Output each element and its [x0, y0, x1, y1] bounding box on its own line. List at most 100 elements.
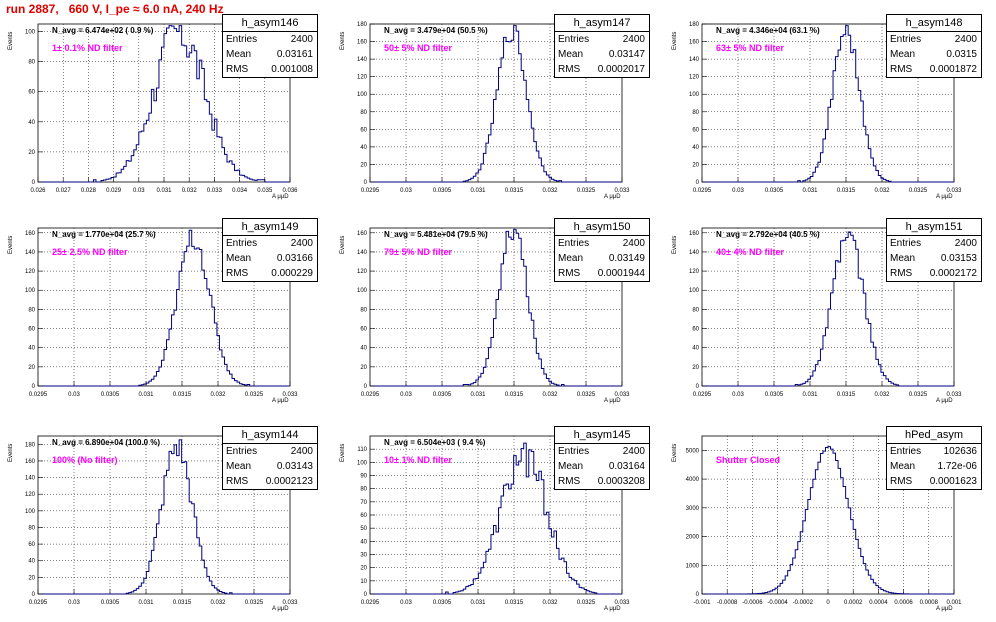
y-tick-label: 70: [360, 500, 367, 506]
x-tick-label: 0.031: [470, 600, 486, 606]
y-tick-label: 160: [357, 40, 368, 46]
x-tick-label: 0.032: [182, 188, 198, 194]
y-tick-label: 20: [692, 365, 699, 371]
y-axis-label: Events: [340, 31, 346, 50]
y-tick-label: 60: [692, 127, 699, 133]
stats-key: Entries: [558, 34, 590, 45]
y-tick-label: 120: [689, 75, 700, 81]
y-tick-label: 60: [360, 127, 367, 133]
y-axis-label: Events: [340, 443, 346, 462]
x-tick-label: 0.03: [68, 392, 80, 398]
y-tick-label: 180: [689, 22, 700, 28]
y-tick-label: 80: [360, 110, 367, 116]
stats-value: 0.0003208: [597, 476, 645, 487]
histogram-name: h_asym145: [555, 427, 649, 444]
stats-key: Entries: [890, 34, 922, 45]
y-tick-label: 100: [357, 288, 368, 294]
y-tick-label: 40: [28, 346, 35, 352]
y-tick-label: 20: [28, 365, 35, 371]
stats-key: RMS: [890, 476, 913, 487]
y-tick-label: 120: [25, 269, 36, 275]
stats-row-rms: RMS 0.0001944: [555, 266, 649, 281]
x-tick-label: 0.0315: [173, 392, 192, 398]
stats-key: RMS: [558, 476, 581, 487]
stats-box: h_asym145 Entries 2400 Mean 0.03164 RMS 0.0003…: [554, 426, 650, 490]
x-tick-label: 0: [826, 600, 830, 606]
stats-value: 0.0002123: [265, 476, 313, 487]
stats-row-entries: Entries 2400: [555, 236, 649, 251]
stats-row-mean: Mean 0.03161: [223, 47, 317, 62]
y-tick-label: 20: [360, 162, 367, 168]
x-axis-label: A μμD: [936, 606, 953, 612]
stats-value: 0.03166: [276, 253, 313, 264]
y-tick-label: 60: [28, 542, 35, 548]
x-axis-label: A μμD: [604, 398, 621, 404]
x-tick-label: 0.0315: [837, 188, 856, 194]
histogram-line: [370, 229, 622, 387]
x-tick-label: -0.001: [693, 600, 711, 606]
y-tick-label: 1000: [686, 563, 700, 569]
stats-row-rms: RMS 0.001008: [223, 62, 317, 77]
y-tick-label: 160: [25, 231, 36, 237]
y-tick-label: 40: [360, 145, 367, 151]
x-axis-label: A μμD: [604, 606, 621, 612]
stats-value: 2400: [954, 34, 977, 45]
y-axis-label: Events: [8, 31, 14, 50]
x-tick-label: 0.0325: [577, 392, 596, 398]
navg-label: N_avg = 2.792e+04 (40.5 %): [716, 230, 820, 239]
stats-row-entries: Entries 2400: [223, 32, 317, 47]
y-tick-label: 2000: [686, 535, 700, 541]
stats-key: Mean: [890, 253, 916, 264]
histogram-line: [38, 25, 290, 183]
plot-frame: [369, 23, 623, 183]
histogram-name: h_asym151: [887, 219, 981, 236]
stats-value: 2400: [622, 238, 645, 249]
filter-label: 79± 5% ND filter: [384, 247, 452, 257]
x-tick-label: 0.029: [106, 188, 122, 194]
stats-row-mean: Mean 1.72e-06: [887, 459, 981, 474]
y-tick-label: 100: [689, 288, 700, 294]
y-tick-label: 50: [360, 526, 367, 532]
histogram-panel-h-asym150: 0.0295 0.03 0.0305 0.031 0.0315 0.032 0.0325 0.…: [332, 216, 664, 412]
y-tick-label: 20: [28, 150, 35, 156]
y-tick-label: 20: [360, 566, 367, 572]
y-tick-label: 140: [689, 250, 700, 256]
run-title: run 2887, 660 V, I_pe ≈ 6.0 nA, 240 Hz: [6, 2, 224, 16]
x-tick-label: 0.031: [156, 188, 172, 194]
x-tick-label: 0.0315: [173, 600, 192, 606]
x-tick-label: 0.0295: [29, 600, 48, 606]
x-axis-label: A μμD: [272, 606, 289, 612]
stats-key: Mean: [890, 461, 916, 472]
navg-label: N_avg = 4.346e+04 (63.1 %): [716, 26, 820, 35]
stats-row-mean: Mean 0.03164: [555, 459, 649, 474]
x-tick-label: 0.031: [470, 392, 486, 398]
y-tick-label: 160: [25, 459, 36, 465]
plot-frame: [37, 435, 291, 595]
y-tick-label: 4000: [686, 477, 700, 483]
stats-row-entries: Entries 2400: [223, 236, 317, 251]
y-tick-label: 40: [692, 145, 699, 151]
x-tick-label: 0.03: [400, 188, 412, 194]
stats-row-entries: Entries 2400: [555, 444, 649, 459]
x-tick-label: 0.03: [400, 600, 412, 606]
x-tick-label: -0.0004: [767, 600, 788, 606]
filter-label: 40± 4% ND filter: [716, 247, 784, 257]
y-tick-label: 40: [28, 120, 35, 126]
stats-row-rms: RMS 0.0002017: [555, 62, 649, 77]
stats-key: RMS: [890, 64, 913, 75]
histogram-name: h_asym150: [555, 219, 649, 236]
stats-value: 0.0001872: [929, 64, 977, 75]
y-tick-label: 3000: [686, 506, 700, 512]
histogram-name: h_asym147: [555, 15, 649, 32]
stats-box: h_asym150 Entries 2400 Mean 0.03149 RMS 0.0001…: [554, 218, 650, 282]
x-tick-label: -0.0008: [717, 600, 738, 606]
stats-key: RMS: [226, 476, 249, 487]
histogram-line: [38, 439, 290, 595]
histogram-line: [702, 231, 954, 387]
stats-row-mean: Mean 0.03153: [887, 251, 981, 266]
x-tick-label: 0.0295: [693, 188, 712, 194]
x-tick-label: 0.032: [874, 188, 890, 194]
x-tick-label: 0.0295: [361, 188, 380, 194]
x-tick-label: 0.0325: [909, 188, 928, 194]
stats-value: 0.0001623: [929, 476, 977, 487]
